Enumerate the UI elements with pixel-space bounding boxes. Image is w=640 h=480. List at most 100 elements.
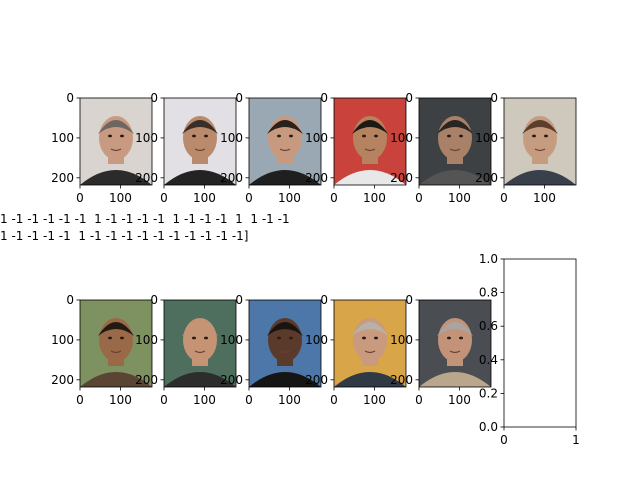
y-tick-label: 100 — [390, 333, 413, 347]
y-tick-label: 0 — [150, 293, 158, 307]
face-image — [164, 300, 236, 387]
y-tick-label: 200 — [390, 171, 413, 185]
y-tick-label: 100 — [390, 131, 413, 145]
x-tick-label: 100 — [193, 393, 216, 407]
x-tick-label: 0 — [330, 191, 338, 205]
y-tick-label: 100 — [305, 333, 328, 347]
axes-frame — [163, 97, 237, 186]
y-tick-label: 200 — [220, 171, 243, 185]
y-tick-label: 0 — [150, 91, 158, 105]
y-tick-label: 200 — [135, 373, 158, 387]
attribute-vector-line-1: 1 -1 -1 -1 -1 -1 1 -1 -1 -1 -1 1 -1 -1 -… — [0, 212, 290, 226]
face-image — [249, 98, 321, 185]
axes-frame — [79, 97, 153, 186]
x-tick-label: 100 — [363, 191, 386, 205]
y-tick-label: 200 — [475, 171, 498, 185]
x-tick-label: 0 — [160, 393, 168, 407]
y-tick-label: 0 — [320, 293, 328, 307]
y-tick-label: 100 — [220, 131, 243, 145]
x-tick-label: 0 — [76, 191, 84, 205]
x-tick-label: 0 — [415, 393, 423, 407]
y-tick-label: 100 — [220, 333, 243, 347]
y-tick-label: 200 — [51, 171, 74, 185]
y-tick-label: 200 — [51, 373, 74, 387]
x-tick-label: 0 — [160, 191, 168, 205]
x-tick-label: 0 — [76, 393, 84, 407]
x-tick-label: 1 — [572, 433, 580, 447]
y-tick-label: 200 — [220, 373, 243, 387]
y-tick-label: 0.6 — [479, 319, 498, 333]
y-tick-label: 100 — [135, 131, 158, 145]
face-image — [419, 98, 491, 185]
x-tick-label: 0 — [500, 433, 508, 447]
face-image — [249, 300, 321, 387]
x-tick-label: 0 — [245, 191, 253, 205]
y-tick-label: 200 — [390, 373, 413, 387]
axes-frame — [248, 97, 322, 186]
y-tick-label: 0 — [235, 91, 243, 105]
x-tick-label: 100 — [109, 191, 132, 205]
x-tick-label: 0 — [330, 393, 338, 407]
face-image — [504, 98, 576, 185]
y-tick-label: 0 — [66, 91, 74, 105]
x-tick-label: 0 — [415, 191, 423, 205]
y-tick-label: 0.2 — [479, 386, 498, 400]
x-tick-label: 100 — [278, 191, 301, 205]
axes-frame — [333, 299, 407, 388]
y-tick-label: 0.8 — [479, 286, 498, 300]
y-tick-label: 100 — [305, 131, 328, 145]
x-tick-label: 100 — [448, 393, 471, 407]
axes-frame — [333, 97, 407, 186]
y-tick-label: 100 — [51, 131, 74, 145]
face-image — [419, 300, 491, 387]
x-tick-label: 100 — [193, 191, 216, 205]
face-image — [80, 300, 152, 387]
x-tick-label: 100 — [363, 393, 386, 407]
y-tick-label: 0 — [490, 91, 498, 105]
attribute-vector-line-2: 1 -1 -1 -1 -1 1 -1 -1 -1 -1 -1 -1 -1 -1 … — [0, 229, 249, 243]
y-tick-label: 200 — [305, 171, 328, 185]
y-tick-label: 200 — [305, 373, 328, 387]
x-tick-label: 0 — [245, 393, 253, 407]
axes-frame — [418, 299, 492, 388]
x-tick-label: 100 — [448, 191, 471, 205]
y-tick-label: 100 — [51, 333, 74, 347]
axes-frame — [163, 299, 237, 388]
y-tick-label: 0 — [405, 91, 413, 105]
face-image — [334, 98, 406, 185]
axes-frame — [79, 299, 153, 388]
y-tick-label: 0.0 — [479, 420, 498, 434]
axes-frame — [503, 97, 577, 186]
x-tick-label: 100 — [533, 191, 556, 205]
x-tick-label: 0 — [500, 191, 508, 205]
x-tick-label: 100 — [278, 393, 301, 407]
axes-frame — [503, 258, 577, 428]
y-tick-label: 100 — [475, 131, 498, 145]
y-tick-label: 0 — [405, 293, 413, 307]
face-image — [80, 98, 152, 185]
y-tick-label: 0 — [235, 293, 243, 307]
y-tick-label: 0 — [320, 91, 328, 105]
y-tick-label: 0 — [66, 293, 74, 307]
y-tick-label: 0.4 — [479, 353, 498, 367]
axes-frame — [248, 299, 322, 388]
face-image — [334, 300, 406, 387]
y-tick-label: 100 — [135, 333, 158, 347]
axes-frame — [418, 97, 492, 186]
y-tick-label: 200 — [135, 171, 158, 185]
y-tick-label: 1.0 — [479, 252, 498, 266]
x-tick-label: 100 — [109, 393, 132, 407]
face-image — [164, 98, 236, 185]
